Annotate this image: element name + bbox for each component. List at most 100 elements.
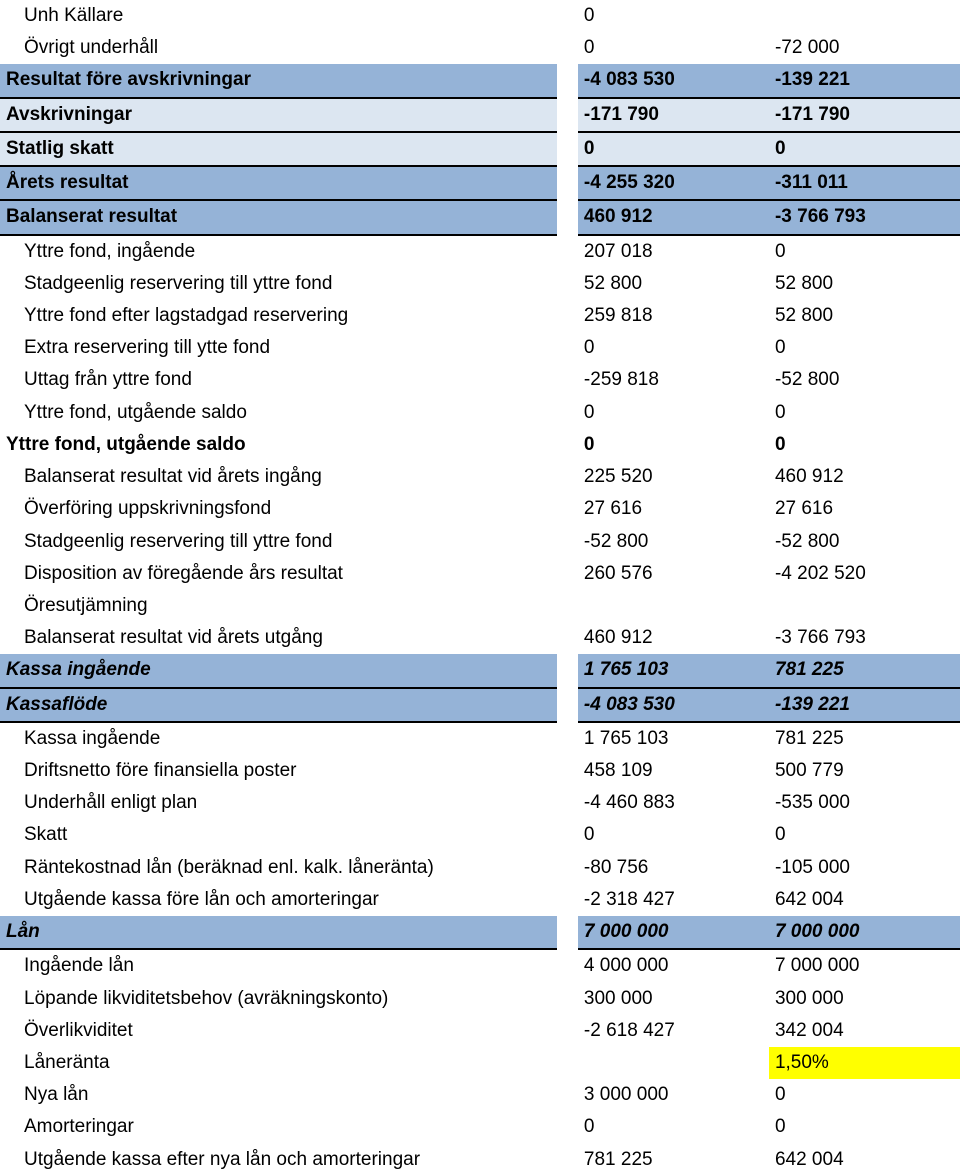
value-1: -4 083 530 <box>578 64 769 97</box>
row-label: Yttre fond, ingående <box>0 235 557 268</box>
table-row: Kassa ingående1 765 103781 225 <box>0 722 960 755</box>
spacer-cell <box>557 493 578 525</box>
table-row: Avskrivningar-171 790-171 790 <box>0 98 960 132</box>
value-2: 7 000 000 <box>769 949 960 982</box>
table-row: Öresutjämning <box>0 590 960 622</box>
table-row: Yttre fond, utgående saldo00 <box>0 397 960 429</box>
table-row: Årets resultat-4 255 320-311 011 <box>0 166 960 200</box>
spacer-cell <box>557 1111 578 1143</box>
value-2: 0 <box>769 1111 960 1143</box>
value-2: 7 000 000 <box>769 916 960 949</box>
value-1: 0 <box>578 0 769 32</box>
spacer-cell <box>557 397 578 429</box>
row-label: Kassaflöde <box>0 688 557 722</box>
table-row: Balanserat resultat460 912-3 766 793 <box>0 200 960 234</box>
value-2: 0 <box>769 332 960 364</box>
table-row: Nya lån3 000 0000 <box>0 1079 960 1111</box>
row-label: Utgående kassa efter nya lån och amorter… <box>0 1144 557 1176</box>
spacer-cell <box>557 166 578 200</box>
row-label: Nya lån <box>0 1079 557 1111</box>
table-row: Resultat före avskrivningar-4 083 530-13… <box>0 64 960 97</box>
value-2: -72 000 <box>769 32 960 64</box>
value-2: -3 766 793 <box>769 200 960 234</box>
value-1 <box>578 590 769 622</box>
spacer-cell <box>557 983 578 1015</box>
row-label: Löpande likviditetsbehov (avräkningskont… <box>0 983 557 1015</box>
spacer-cell <box>557 300 578 332</box>
row-label: Underhåll enligt plan <box>0 787 557 819</box>
spacer-cell <box>557 200 578 234</box>
table-row: Driftsnetto före finansiella poster458 1… <box>0 755 960 787</box>
value-2: -52 800 <box>769 364 960 396</box>
table-row: Kassa ingående1 765 103781 225 <box>0 654 960 687</box>
row-label: Avskrivningar <box>0 98 557 132</box>
value-2: -4 202 520 <box>769 558 960 590</box>
spacer-cell <box>557 884 578 916</box>
spacer-cell <box>557 1144 578 1176</box>
table-row: Statlig skatt00 <box>0 132 960 166</box>
table-row: Stadgeenlig reservering till yttre fond-… <box>0 526 960 558</box>
table-row: Kassaflöde-4 083 530-139 221 <box>0 688 960 722</box>
value-1: 0 <box>578 429 769 461</box>
spacer-cell <box>557 526 578 558</box>
spacer-cell <box>557 819 578 851</box>
value-1: 259 818 <box>578 300 769 332</box>
value-2 <box>769 590 960 622</box>
value-2 <box>769 0 960 32</box>
row-label: Ingående lån <box>0 949 557 982</box>
row-label: Extra reservering till ytte fond <box>0 332 557 364</box>
spacer-cell <box>557 332 578 364</box>
table-row: Uttag från yttre fond-259 818-52 800 <box>0 364 960 396</box>
spacer-cell <box>557 688 578 722</box>
value-1: 4 000 000 <box>578 949 769 982</box>
value-2: -535 000 <box>769 787 960 819</box>
value-1: 1 765 103 <box>578 654 769 687</box>
table-row: Övrigt underhåll 0-72 000 <box>0 32 960 64</box>
table-row: Unh Källare0 <box>0 0 960 32</box>
value-1: 52 800 <box>578 268 769 300</box>
value-1: -2 318 427 <box>578 884 769 916</box>
row-label: Övrigt underhåll <box>0 32 557 64</box>
row-label: Statlig skatt <box>0 132 557 166</box>
table-row: Löpande likviditetsbehov (avräkningskont… <box>0 983 960 1015</box>
table-row: Ingående lån 4 000 0007 000 000 <box>0 949 960 982</box>
value-1: 207 018 <box>578 235 769 268</box>
row-label: Räntekostnad lån (beräknad enl. kalk. lå… <box>0 852 557 884</box>
value-1: 300 000 <box>578 983 769 1015</box>
value-2: 0 <box>769 819 960 851</box>
table-row: Balanserat resultat vid årets utgång460 … <box>0 622 960 654</box>
spacer-cell <box>557 64 578 97</box>
value-2: -105 000 <box>769 852 960 884</box>
table-row: Lån7 000 0007 000 000 <box>0 916 960 949</box>
spacer-cell <box>557 558 578 590</box>
row-label: Yttre fond efter lagstadgad reservering <box>0 300 557 332</box>
spacer-cell <box>557 1015 578 1047</box>
table-row: Underhåll enligt plan-4 460 883-535 000 <box>0 787 960 819</box>
value-2: 0 <box>769 429 960 461</box>
table-row: Amorteringar00 <box>0 1111 960 1143</box>
value-1: -259 818 <box>578 364 769 396</box>
value-1: -52 800 <box>578 526 769 558</box>
table-row: Skatt00 <box>0 819 960 851</box>
row-label: Lån <box>0 916 557 949</box>
table-row: Överföring uppskrivningsfond27 61627 616 <box>0 493 960 525</box>
value-1: 3 000 000 <box>578 1079 769 1111</box>
value-2: -171 790 <box>769 98 960 132</box>
row-label: Överföring uppskrivningsfond <box>0 493 557 525</box>
table-row: Låneränta1,50% <box>0 1047 960 1079</box>
value-2: 0 <box>769 397 960 429</box>
spacer-cell <box>557 787 578 819</box>
value-1: 0 <box>578 397 769 429</box>
value-2: 642 004 <box>769 884 960 916</box>
spacer-cell <box>557 654 578 687</box>
row-label: Överlikviditet <box>0 1015 557 1047</box>
spacer-cell <box>557 852 578 884</box>
table-row: Yttre fond efter lagstadgad reservering 2… <box>0 300 960 332</box>
value-1: 0 <box>578 32 769 64</box>
table-row: Stadgeenlig reservering till yttre fond5… <box>0 268 960 300</box>
value-1: 0 <box>578 1111 769 1143</box>
value-1: -4 255 320 <box>578 166 769 200</box>
value-2: 0 <box>769 132 960 166</box>
spacer-cell <box>557 755 578 787</box>
value-1: 781 225 <box>578 1144 769 1176</box>
